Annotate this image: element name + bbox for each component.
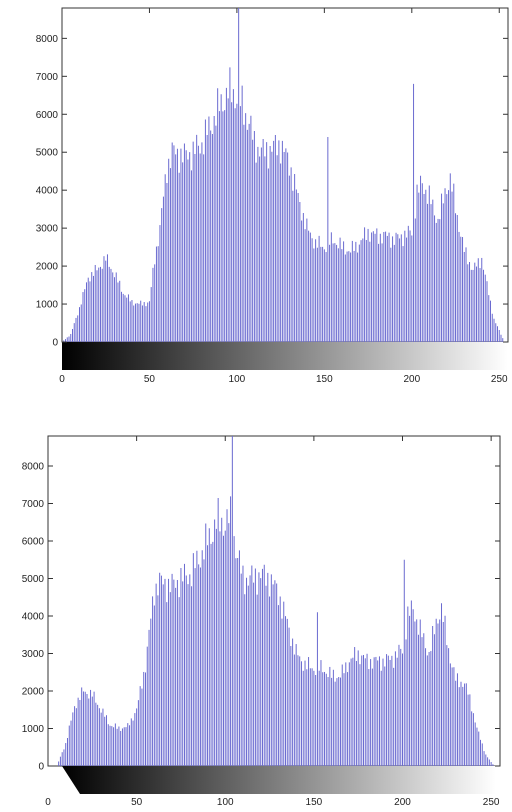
- x-tick-label: 0: [45, 797, 51, 808]
- y-tick-label: 1000: [36, 300, 59, 311]
- y-tick-label: 3000: [22, 649, 45, 660]
- histogram-panel-top: 0 50 100 150 200 250 0 1000 2000 3000 4000 5000 600…: [36, 7, 509, 385]
- y-tick-label: 7000: [22, 499, 45, 510]
- x-tick-label: 100: [229, 374, 246, 385]
- plot-area-top: [61, 7, 509, 343]
- y-tick-label: 5000: [22, 574, 45, 585]
- y-axis-bottom: 0 1000 2000 3000 4000 5000 6000 7000 8000: [22, 462, 500, 773]
- colorbar-bottom: [62, 766, 496, 794]
- x-tick-label: 200: [394, 797, 411, 808]
- x-tick-label: 50: [131, 797, 143, 808]
- y-tick-label: 8000: [22, 462, 45, 473]
- x-axis-bottom: 0 50 100 150 200 250: [45, 436, 500, 808]
- colorbar-top: [62, 342, 508, 370]
- plot-area-bottom: [47, 435, 501, 767]
- x-axis-top: 0 50 100 150 200 250: [59, 8, 508, 385]
- y-tick-label: 7000: [36, 72, 59, 83]
- x-tick-label: 0: [59, 374, 65, 385]
- y-tick-label: 2000: [36, 262, 59, 273]
- y-tick-label: 8000: [36, 34, 59, 45]
- bar-series-top: [63, 8, 504, 342]
- y-tick-label: 5000: [36, 148, 59, 159]
- y-tick-label: 4000: [36, 186, 59, 197]
- x-tick-label: 50: [144, 374, 156, 385]
- y-tick-label: 1000: [22, 724, 45, 735]
- y-axis-top: 0 1000 2000 3000 4000 5000 6000 7000 8000: [36, 34, 508, 349]
- y-tick-label: 4000: [22, 612, 45, 623]
- histogram-panel-bottom: 0 50 100 150 200 250 0 1000 2000 3000 4000 5000 600…: [22, 435, 501, 808]
- x-tick-label: 250: [491, 374, 508, 385]
- y-tick-label: 6000: [36, 110, 59, 121]
- y-tick-label: 0: [52, 338, 58, 349]
- x-tick-label: 150: [316, 374, 333, 385]
- y-tick-label: 2000: [22, 687, 45, 698]
- x-tick-label: 100: [217, 797, 234, 808]
- y-tick-label: 0: [38, 762, 44, 773]
- x-tick-label: 250: [483, 797, 500, 808]
- y-tick-label: 6000: [22, 537, 45, 548]
- y-tick-label: 3000: [36, 224, 59, 235]
- bar-series-bottom: [58, 436, 494, 766]
- x-tick-label: 200: [403, 374, 420, 385]
- x-tick-label: 150: [306, 797, 323, 808]
